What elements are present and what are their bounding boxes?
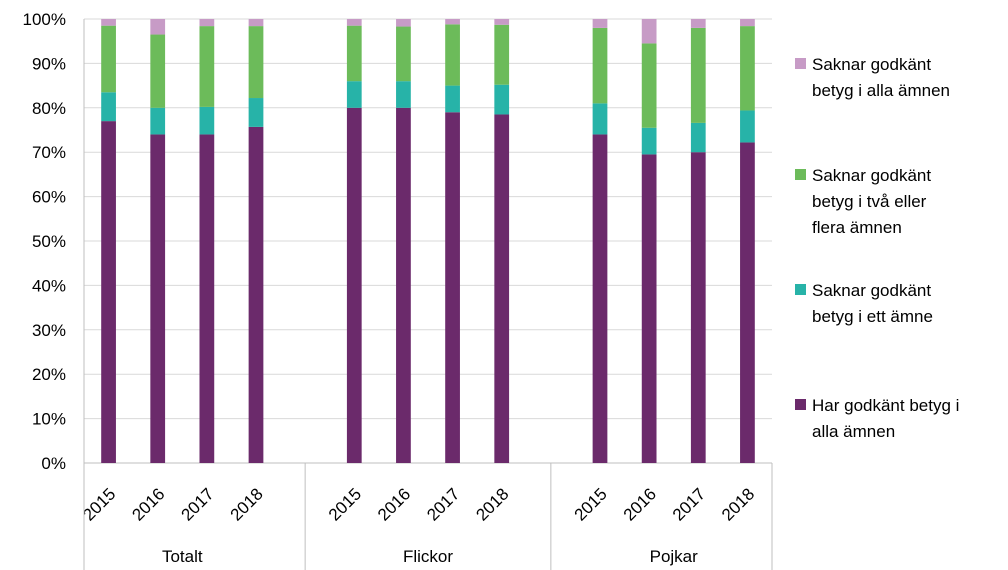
bar-segment [690, 19, 706, 28]
bar-segment [101, 92, 116, 122]
bar-segment [641, 154, 657, 464]
bar-segment [740, 142, 755, 463]
bar-segment [494, 114, 510, 464]
bar-segment [346, 81, 362, 108]
x-tick-label: 2015 [571, 484, 611, 524]
bar-segment [690, 152, 706, 463]
y-tick-label: 80% [32, 99, 66, 118]
x-tick-label: 2017 [178, 484, 218, 524]
bar-segment [740, 26, 755, 111]
bar-segment [494, 24, 510, 85]
bar-segment [740, 19, 755, 27]
bar-segment [150, 134, 166, 463]
bar-segment [101, 19, 116, 26]
legend-swatch [795, 169, 806, 180]
y-tick-label: 90% [32, 54, 66, 73]
y-tick-label: 0% [41, 454, 66, 473]
x-tick-label: 2016 [128, 484, 168, 524]
bar-segment [396, 81, 411, 108]
legend-label: betyg i ett ämne [812, 307, 933, 326]
x-tick-label: 2017 [669, 484, 709, 524]
bar-segment [445, 85, 460, 113]
group-label: Totalt [162, 547, 203, 566]
x-tick-label: 2018 [227, 484, 267, 524]
x-tick-label: 2015 [325, 484, 365, 524]
bar-segment [150, 19, 166, 35]
bar-segment [592, 103, 608, 135]
bar-segment [396, 19, 411, 27]
bar-segment [150, 34, 166, 108]
bar-segment [199, 106, 215, 135]
x-tick-label: 2018 [718, 484, 758, 524]
bar-segment [199, 134, 215, 463]
bar-segment [101, 25, 116, 93]
y-tick-label: 100% [23, 10, 66, 29]
legend-label: alla ämnen [812, 422, 895, 441]
y-tick-label: 40% [32, 276, 66, 295]
bar-segment [248, 126, 264, 463]
bar-segment [592, 19, 608, 28]
x-tick-label: 2016 [620, 484, 660, 524]
group-label: Pojkar [650, 547, 699, 566]
bar-segment [199, 26, 215, 107]
x-tick-label: 2018 [472, 484, 512, 524]
legend-swatch [795, 58, 806, 69]
x-tick-label: 2016 [374, 484, 414, 524]
bar-segment [346, 25, 362, 82]
x-tick-label: 2017 [423, 484, 463, 524]
y-tick-label: 70% [32, 143, 66, 162]
y-tick-label: 10% [32, 410, 66, 429]
legend-label: Saknar godkänt [812, 281, 931, 300]
bar-segment [445, 112, 460, 464]
y-tick-label: 20% [32, 365, 66, 384]
y-tick-label: 50% [32, 232, 66, 251]
x-tick-label: 2015 [79, 484, 119, 524]
bar-segment [690, 27, 706, 123]
bar-segment [445, 19, 460, 25]
bar-segment [150, 107, 166, 135]
bar-segment [445, 24, 460, 86]
legend-label: Saknar godkänt [812, 166, 931, 185]
bar-segment [641, 127, 657, 155]
legend-label: flera ämnen [812, 218, 902, 237]
bar-segment [248, 26, 264, 99]
bar-segment [396, 26, 411, 82]
bar-segment [199, 19, 215, 27]
bar-segment [396, 107, 411, 464]
bar-segment [690, 122, 706, 153]
bar-segment [101, 121, 116, 464]
bar-segment [592, 27, 608, 104]
legend-label: Saknar godkänt [812, 55, 931, 74]
legend-label: Har godkänt betyg i [812, 396, 959, 415]
legend-label: betyg i alla ämnen [812, 81, 950, 100]
y-tick-label: 30% [32, 321, 66, 340]
bar-segment [641, 43, 657, 128]
y-tick-label: 60% [32, 188, 66, 207]
bar-segment [346, 19, 362, 26]
bar-segment [592, 134, 608, 463]
legend-swatch [795, 399, 806, 410]
legend-label: betyg i två eller [812, 192, 927, 211]
bar-segment [248, 19, 264, 27]
bar-segment [641, 19, 657, 44]
bar-segment [346, 107, 362, 464]
bar-segment [494, 19, 510, 25]
legend-swatch [795, 284, 806, 295]
bar-segment [740, 110, 755, 143]
bar-segment [494, 84, 510, 115]
bar-segment [248, 98, 264, 127]
group-label: Flickor [403, 547, 453, 566]
